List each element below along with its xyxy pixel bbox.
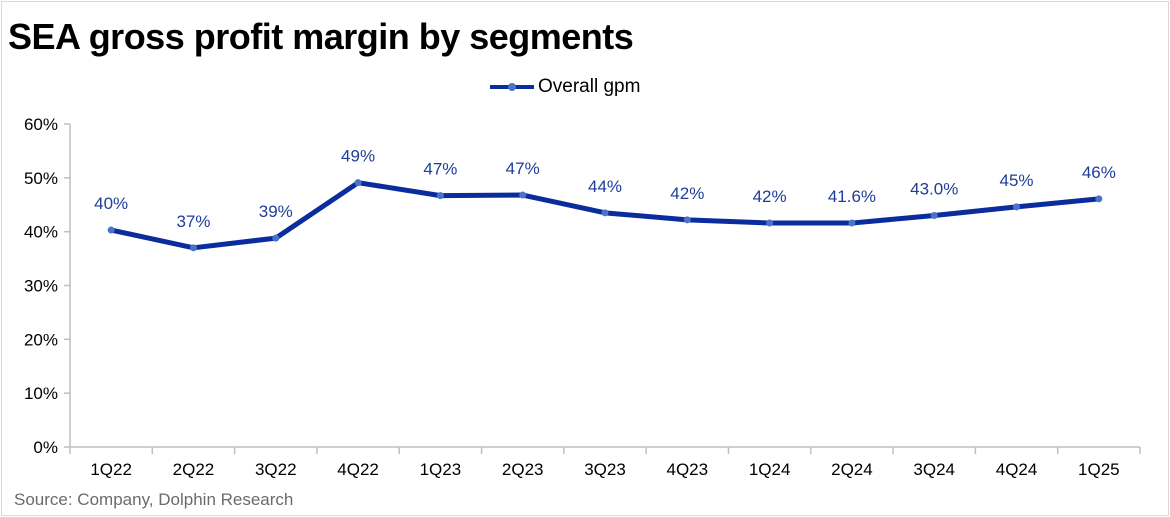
x-tick-label: 3Q24: [913, 460, 955, 479]
y-tick-label: 40%: [24, 223, 58, 242]
y-tick-label: 60%: [24, 115, 58, 134]
x-tick-label: 1Q24: [749, 460, 791, 479]
data-label: 46%: [1082, 163, 1116, 182]
source-note: Source: Company, Dolphin Research: [14, 490, 294, 509]
data-point: [107, 226, 115, 234]
legend-label: Overall gpm: [538, 76, 641, 97]
legend-line-marker-icon: [490, 82, 534, 91]
x-tick-label: 3Q22: [255, 460, 297, 479]
data-point: [766, 219, 774, 227]
x-tick-label: 4Q24: [996, 460, 1038, 479]
data-point: [272, 234, 280, 242]
data-point: [189, 244, 197, 252]
data-point: [354, 179, 362, 187]
data-label: 42%: [753, 187, 787, 206]
data-point: [683, 216, 691, 224]
x-tick-label: 2Q23: [502, 460, 544, 479]
x-tick-label: 1Q25: [1078, 460, 1120, 479]
x-tick-label: 4Q22: [337, 460, 379, 479]
y-tick-label: 50%: [24, 169, 58, 188]
data-label: 47%: [506, 159, 540, 178]
y-tick-label: 10%: [24, 384, 58, 403]
x-tick-label: 4Q23: [667, 460, 709, 479]
data-label: 45%: [1000, 171, 1034, 190]
y-tick-label: 30%: [24, 277, 58, 296]
y-tick-label: 0%: [33, 438, 58, 457]
data-label: 49%: [341, 147, 375, 166]
x-tick-label: 2Q24: [831, 460, 873, 479]
data-label: 41.6%: [828, 187, 876, 206]
data-point: [848, 219, 856, 227]
data-point: [1095, 195, 1103, 203]
x-tick-label: 1Q23: [420, 460, 462, 479]
legend: Overall gpm: [490, 76, 640, 98]
x-tick-label: 3Q23: [584, 460, 626, 479]
data-label: 43.0%: [910, 180, 958, 199]
data-label: 39%: [259, 202, 293, 221]
data-label: 40%: [94, 194, 128, 213]
data-point: [1013, 203, 1021, 211]
chart-title: SEA gross profit margin by segments: [8, 16, 634, 57]
x-tick-label: 1Q22: [90, 460, 132, 479]
data-point: [436, 192, 444, 200]
y-tick-label: 20%: [24, 330, 58, 349]
x-tick-label: 2Q22: [173, 460, 215, 479]
data-point: [519, 191, 527, 199]
data-label: 42%: [670, 184, 704, 203]
data-label: 47%: [423, 160, 457, 179]
data-label: 37%: [176, 212, 210, 231]
data-label: 44%: [588, 177, 622, 196]
data-point: [930, 212, 938, 220]
data-point: [601, 209, 609, 217]
